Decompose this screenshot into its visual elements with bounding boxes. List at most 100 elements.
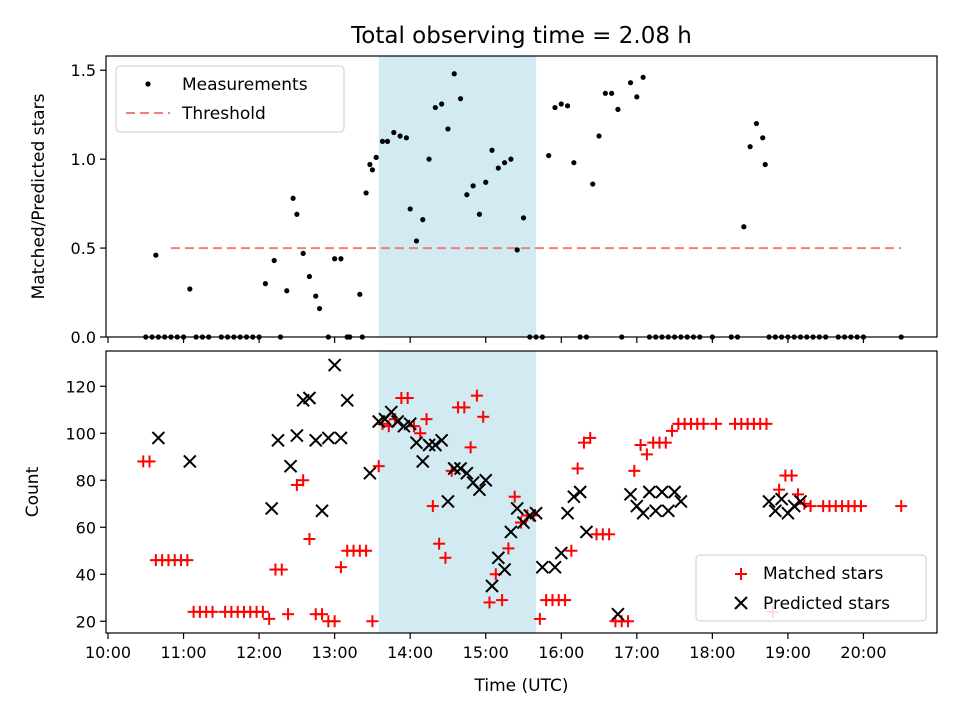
measurement-point xyxy=(369,167,376,173)
predicted-star-point xyxy=(183,454,197,469)
measurement-point xyxy=(571,160,577,166)
top-y-tick-label: 0.5 xyxy=(71,239,96,258)
predicted-stars-legend-marker xyxy=(734,596,748,610)
measurement-point xyxy=(609,90,615,96)
bottom-panel: 20 40 60 80 100 120 10:00 11:00 12:00 13:00 14:00… xyxy=(23,350,938,696)
matched-star-point xyxy=(263,612,276,625)
top-y-axis-label: Matched/Predicted stars xyxy=(29,93,49,299)
measurement-point xyxy=(615,106,621,112)
matched-star-point xyxy=(710,417,723,430)
matched-star-point xyxy=(282,608,295,621)
predicted-star-point xyxy=(611,607,625,621)
measurement-point xyxy=(552,104,558,111)
measurement-point xyxy=(363,190,369,196)
measurement-point xyxy=(332,256,338,262)
bottom-y-tick-label: 20 xyxy=(76,612,96,631)
matched-star-point xyxy=(303,533,316,545)
bottom-y-tick-label: 100 xyxy=(65,424,96,443)
matched-star-point xyxy=(143,455,156,468)
measurement-point xyxy=(489,147,495,153)
matched-star-point xyxy=(502,542,515,555)
predicted-star-point xyxy=(567,489,581,504)
top-legend: Measurements Threshold xyxy=(115,65,345,133)
predicted-star-point xyxy=(529,506,543,520)
predicted-star-point xyxy=(309,433,323,448)
matched-star-point xyxy=(316,608,329,621)
matched-star-point xyxy=(420,413,433,426)
predicted-star-point xyxy=(460,466,474,480)
predicted-star-point xyxy=(453,461,468,476)
x-tick-label: 11:00 xyxy=(160,643,206,662)
matched-star-point xyxy=(773,483,786,496)
measurement-point xyxy=(760,135,766,141)
measurement-point xyxy=(379,138,386,144)
measurement-point xyxy=(373,154,379,160)
x-tick-label: 18:00 xyxy=(689,643,735,662)
measurement-point xyxy=(602,90,608,96)
measurements-legend-marker xyxy=(145,81,151,87)
predicted-star-point xyxy=(416,454,430,469)
top-y-tick-label: 0.0 xyxy=(71,328,96,347)
measurement-point xyxy=(483,179,489,185)
predicted-star-point xyxy=(623,487,638,502)
measurement-point xyxy=(451,71,457,77)
matched-stars-legend-marker xyxy=(735,568,747,580)
x-tick-label: 16:00 xyxy=(538,643,584,662)
measurement-point xyxy=(153,252,159,258)
predicted-star-point xyxy=(497,562,512,577)
predicted-star-point xyxy=(441,494,455,509)
matched-star-point xyxy=(533,612,546,625)
predicted-star-point xyxy=(774,492,789,506)
matched-star-point xyxy=(290,478,303,491)
predicted-star-point xyxy=(535,560,550,574)
measurement-point xyxy=(476,211,483,217)
matched-star-point xyxy=(426,500,439,513)
predicted-star-point xyxy=(554,546,568,560)
matched-star-point xyxy=(584,431,597,444)
predicted-star-point xyxy=(283,459,298,473)
predicted-star-point xyxy=(271,433,285,448)
measurement-point xyxy=(413,238,420,244)
x-tick-label: 12:00 xyxy=(236,643,282,662)
threshold-legend-label: Threshold xyxy=(181,104,266,124)
measurement-point xyxy=(445,126,451,132)
matched-star-point xyxy=(407,420,420,433)
measurement-point xyxy=(508,156,514,162)
matched-star-point xyxy=(622,615,635,628)
x-tick-label: 14:00 xyxy=(387,643,433,662)
measurement-point xyxy=(640,74,646,80)
chart-title: Total observing time = 2.08 h xyxy=(350,23,692,49)
measurement-point xyxy=(470,183,476,189)
predicted-star-point xyxy=(667,485,682,499)
measurement-point xyxy=(432,104,438,111)
predicted-star-point xyxy=(510,501,524,516)
predicted-star-point xyxy=(636,506,650,520)
predicted-star-point xyxy=(787,499,801,513)
matched-star-point xyxy=(439,551,452,564)
predicted-star-point xyxy=(504,525,518,539)
matched-star-point xyxy=(366,615,379,628)
predicted-star-point xyxy=(560,506,575,520)
measurement-point xyxy=(313,293,319,299)
measurement-point xyxy=(520,215,527,221)
predicted-star-point xyxy=(409,435,424,450)
x-tick-label: 15:00 xyxy=(463,643,509,662)
measurements-legend-label: Measurements xyxy=(182,75,308,95)
measurement-point xyxy=(495,165,501,171)
matched-star-point xyxy=(477,410,490,423)
matched-star-point xyxy=(760,417,773,430)
matched-star-point xyxy=(514,516,527,529)
matched-star-point xyxy=(785,469,798,482)
measurement-point xyxy=(753,120,760,127)
predicted-star-point xyxy=(403,417,417,431)
matched-star-point xyxy=(577,436,590,449)
predicted-star-point xyxy=(264,501,279,516)
predicted-star-point xyxy=(363,466,377,480)
matched-star-point xyxy=(640,448,653,461)
predicted-star-point xyxy=(327,358,342,372)
measurement-point xyxy=(741,224,747,230)
predicted-star-point xyxy=(428,438,443,452)
matched-star-point xyxy=(206,605,219,618)
measurement-point xyxy=(271,257,277,264)
